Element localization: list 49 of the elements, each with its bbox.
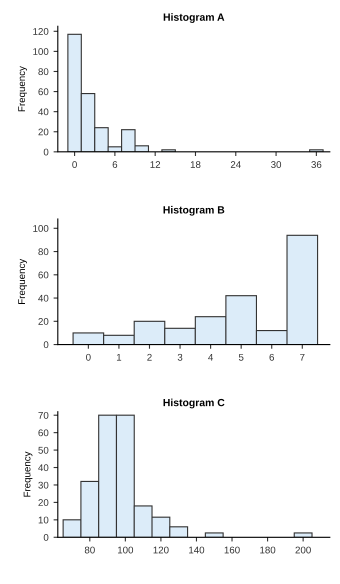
x-tick-label: 36 (311, 161, 322, 168)
y-tick-label: 50 (38, 446, 48, 454)
x-tick-label: 80 (84, 546, 95, 554)
y-tick-label: 80 (38, 68, 48, 76)
y-tick-label: 120 (33, 28, 48, 35)
y-axis-title: Frequency (24, 452, 32, 497)
y-tick-label: 60 (38, 429, 48, 436)
x-tick-label: 100 (118, 546, 134, 554)
x-tick-label: 2 (147, 354, 152, 361)
y-tick-label: 0 (44, 148, 48, 156)
y-tick-label: 20 (38, 128, 48, 136)
x-tick-label: 0 (86, 354, 91, 361)
x-tick-label: 30 (271, 161, 282, 168)
y-tick-label: 40 (38, 464, 48, 472)
y-tick-label: 0 (44, 341, 48, 348)
x-tick-label: 140 (189, 546, 204, 554)
y-tick-label: 70 (38, 412, 48, 419)
y-tick-label: 100 (33, 48, 48, 56)
x-tick-label: 6 (270, 354, 274, 361)
x-tick-label: 6 (112, 161, 118, 168)
x-tick-label: 4 (208, 354, 214, 361)
y-tick-label: 40 (38, 294, 48, 302)
y-axis-title: Frequency (18, 66, 27, 112)
y-tick-label: 60 (38, 88, 48, 96)
y-tick-label: 20 (38, 318, 48, 325)
x-tick-label: 7 (300, 354, 305, 361)
chart-title: Histogram B (164, 206, 224, 216)
y-tick-label: 10 (38, 516, 48, 524)
x-tick-label: 0 (72, 161, 77, 168)
x-tick-label: 1 (116, 354, 122, 361)
x-tick-label: 200 (296, 546, 311, 554)
y-axis-title: Frequency (18, 258, 27, 304)
y-tick-label: 100 (33, 225, 48, 232)
x-tick-label: 5 (238, 354, 244, 361)
y-tick-label: 20 (38, 499, 48, 506)
x-tick-label: 18 (190, 161, 200, 168)
x-tick-label: 3 (178, 354, 182, 361)
chart-title: Histogram C (164, 398, 224, 408)
y-tick-label: 40 (38, 108, 48, 116)
x-tick-label: 24 (230, 161, 241, 168)
y-tick-label: 60 (38, 272, 48, 278)
x-tick-label: 180 (260, 546, 276, 554)
y-tick-label: 0 (44, 534, 48, 541)
x-tick-label: 120 (154, 546, 169, 554)
x-tick-label: 160 (224, 546, 240, 554)
y-tick-label: 30 (38, 482, 48, 489)
y-tick-label: 80 (38, 248, 48, 256)
x-tick-label: 12 (150, 161, 160, 168)
chart-title: Histogram A (164, 13, 224, 23)
